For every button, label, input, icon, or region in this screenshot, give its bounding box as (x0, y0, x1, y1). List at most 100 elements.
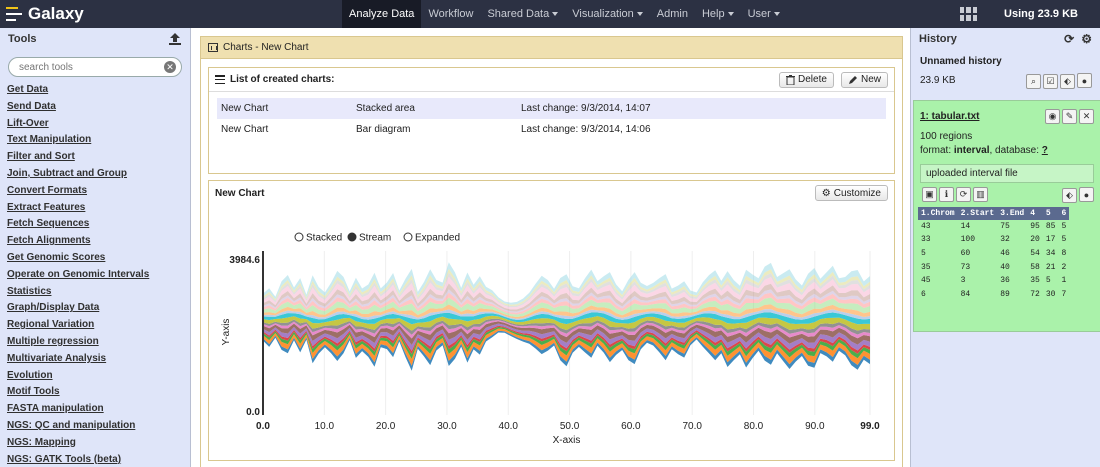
dataset-summary: 100 regions (920, 131, 973, 142)
stream-layer-13[interactable] (263, 297, 870, 317)
nav-shared-data[interactable]: Shared Data (480, 0, 565, 28)
nav-user[interactable]: User (741, 0, 787, 28)
tool-panel-header: Tools (0, 28, 190, 50)
customize-button[interactable]: ⚙ Customize (814, 185, 888, 201)
checkbox-icon[interactable]: ☑ (1043, 73, 1058, 89)
chart-view-box: New Chart ⚙ Customize Stacked Stream Expan… (208, 180, 895, 461)
tool-section-link[interactable]: Convert Formats (7, 184, 88, 196)
history-actions: ⌕ ☑ ⬖ ● (1024, 73, 1092, 89)
stream-layer-16[interactable] (263, 283, 870, 312)
gear-icon[interactable]: ⚙ (1081, 32, 1092, 46)
peek-row: 45 3 36 35 5 1 (918, 274, 1069, 288)
peek-cell: 100 (960, 235, 976, 245)
nav-visualization[interactable]: Visualization (565, 0, 650, 28)
stream-layer-10[interactable] (263, 312, 870, 325)
tool-section-link[interactable]: Fetch Alignments (7, 235, 91, 247)
refresh-icon[interactable]: ⟳ (1064, 32, 1075, 46)
tool-section-link[interactable]: Filter and Sort (7, 151, 75, 163)
delete-button[interactable]: Delete (779, 71, 834, 88)
save-icon[interactable]: ▣ (922, 187, 937, 203)
stream-layer-9[interactable] (263, 315, 870, 331)
tool-section-link[interactable]: NGS: QC and manipulation (7, 419, 136, 431)
comment-icon[interactable]: ● (1077, 73, 1092, 88)
tool-section-link[interactable]: NGS: GATK Tools (beta) (7, 453, 122, 465)
nav-label: User (747, 8, 771, 20)
tag-icon[interactable]: ⬖ (1060, 73, 1075, 89)
galaxy-brand[interactable]: Galaxy (6, 3, 84, 25)
tool-section-link[interactable]: Multivariate Analysis (7, 352, 107, 364)
chart-list-row[interactable]: New Chart Bar diagram Last change: 9/3/201… (217, 119, 886, 140)
stream-layer-12[interactable] (263, 304, 870, 319)
tool-section-link[interactable]: Statistics (7, 285, 52, 297)
stream-layer-7[interactable] (263, 320, 870, 339)
stream-layer-2[interactable] (263, 328, 870, 366)
tool-section-link[interactable]: Operate on Genomic Intervals (7, 268, 150, 280)
rerun-icon[interactable]: ⟳ (956, 187, 971, 203)
nav-help[interactable]: Help (695, 0, 741, 28)
stream-layer-8[interactable] (263, 318, 870, 335)
mode-radio-expanded[interactable]: Expanded (403, 232, 460, 244)
galaxy-logo-icon (6, 7, 22, 21)
tag-icon[interactable]: ⬖ (1062, 187, 1077, 203)
comment-icon[interactable]: ● (1079, 187, 1094, 202)
tool-section-link[interactable]: Motif Tools (7, 386, 60, 398)
tool-section-link[interactable]: Get Data (7, 84, 49, 95)
upload-icon[interactable] (168, 32, 182, 46)
tool-section-link[interactable]: Fetch Sequences (7, 218, 90, 230)
dataset-action-icons: ▣ ℹ ⟳ ▥ (920, 187, 988, 203)
tool-section-link[interactable]: Extract Features (7, 201, 86, 213)
tool-search-input[interactable] (9, 58, 159, 76)
eye-icon[interactable]: ◉ (1045, 109, 1060, 124)
stream-layer-11[interactable] (263, 309, 870, 320)
chart-list-box: List of created charts: Delete New New C… (208, 67, 895, 174)
dataset-title[interactable]: 1: tabular.txt (920, 111, 980, 122)
tool-section-link[interactable]: Lift-Over (7, 117, 49, 129)
info-icon[interactable]: ℹ (939, 187, 954, 203)
chart-list-row[interactable]: New Chart Stacked area Last change: 9/3/20… (217, 98, 886, 119)
stream-layer-5[interactable] (263, 323, 870, 351)
radio-icon (347, 232, 357, 242)
peek-cell: 5 (1061, 235, 1067, 245)
apps-grid-icon[interactable] (960, 7, 977, 21)
tool-section-link[interactable]: Text Manipulation (7, 134, 92, 146)
x-tick-label: 70.0 (682, 421, 702, 432)
chart-list-rows: New Chart Stacked area Last change: 9/3/20… (209, 92, 894, 140)
stream-layer-14[interactable] (263, 292, 870, 315)
nav-admin[interactable]: Admin (650, 0, 695, 28)
tool-section-link[interactable]: Send Data (7, 100, 56, 112)
brand-title: Galaxy (28, 4, 84, 23)
y-tick-label: 0.0 (246, 407, 260, 418)
nav-workflow[interactable]: Workflow (421, 0, 480, 28)
clear-search-icon[interactable]: ✕ (164, 61, 176, 73)
tool-section-link[interactable]: Get Genomic Scores (7, 251, 106, 263)
stream-layer-4[interactable] (263, 325, 870, 355)
history-name[interactable]: Unnamed history (920, 56, 1002, 67)
tool-section-link[interactable]: Regional Variation (7, 319, 95, 331)
peek-column-header: 5 (1042, 206, 1059, 220)
mode-radio-stream[interactable]: Stream (347, 232, 391, 244)
tool-list: Get Data Send Data Lift-Over Text Manipulat… (0, 82, 190, 467)
nav-label: Shared Data (487, 8, 550, 20)
search-icon[interactable]: ⌕ (1026, 73, 1041, 89)
format-label: format: (920, 145, 954, 156)
tool-section-link[interactable]: Multiple regression (7, 335, 99, 347)
pencil-icon[interactable]: ✎ (1062, 109, 1077, 124)
mode-radio-stacked[interactable]: Stacked (294, 232, 342, 244)
stream-layer-6[interactable] (263, 321, 870, 345)
close-icon[interactable]: ✕ (1079, 109, 1094, 124)
tool-section-link[interactable]: Join, Subtract and Group (7, 167, 128, 179)
new-chart-button[interactable]: New (840, 71, 888, 88)
stream-layer-3[interactable] (263, 326, 870, 359)
database-value[interactable]: ? (1041, 145, 1048, 156)
tool-section-link[interactable]: NGS: Mapping (7, 436, 76, 448)
tool-search-box: ✕ (8, 57, 182, 77)
dataset-actions: ▣ ℹ ⟳ ▥ ⬖ ● (914, 183, 1100, 203)
tool-section-link[interactable]: Evolution (7, 369, 53, 381)
nav-analyze-data[interactable]: Analyze Data (342, 0, 422, 28)
tool-section-link[interactable]: FASTA manipulation (7, 403, 104, 415)
visualize-icon[interactable]: ▥ (973, 187, 988, 203)
history-size: 23.9 KB (920, 75, 956, 87)
tool-section-link[interactable]: Graph/Display Data (7, 302, 100, 314)
stream-layer-15[interactable] (263, 289, 870, 313)
stream-layer-1[interactable] (263, 330, 870, 371)
